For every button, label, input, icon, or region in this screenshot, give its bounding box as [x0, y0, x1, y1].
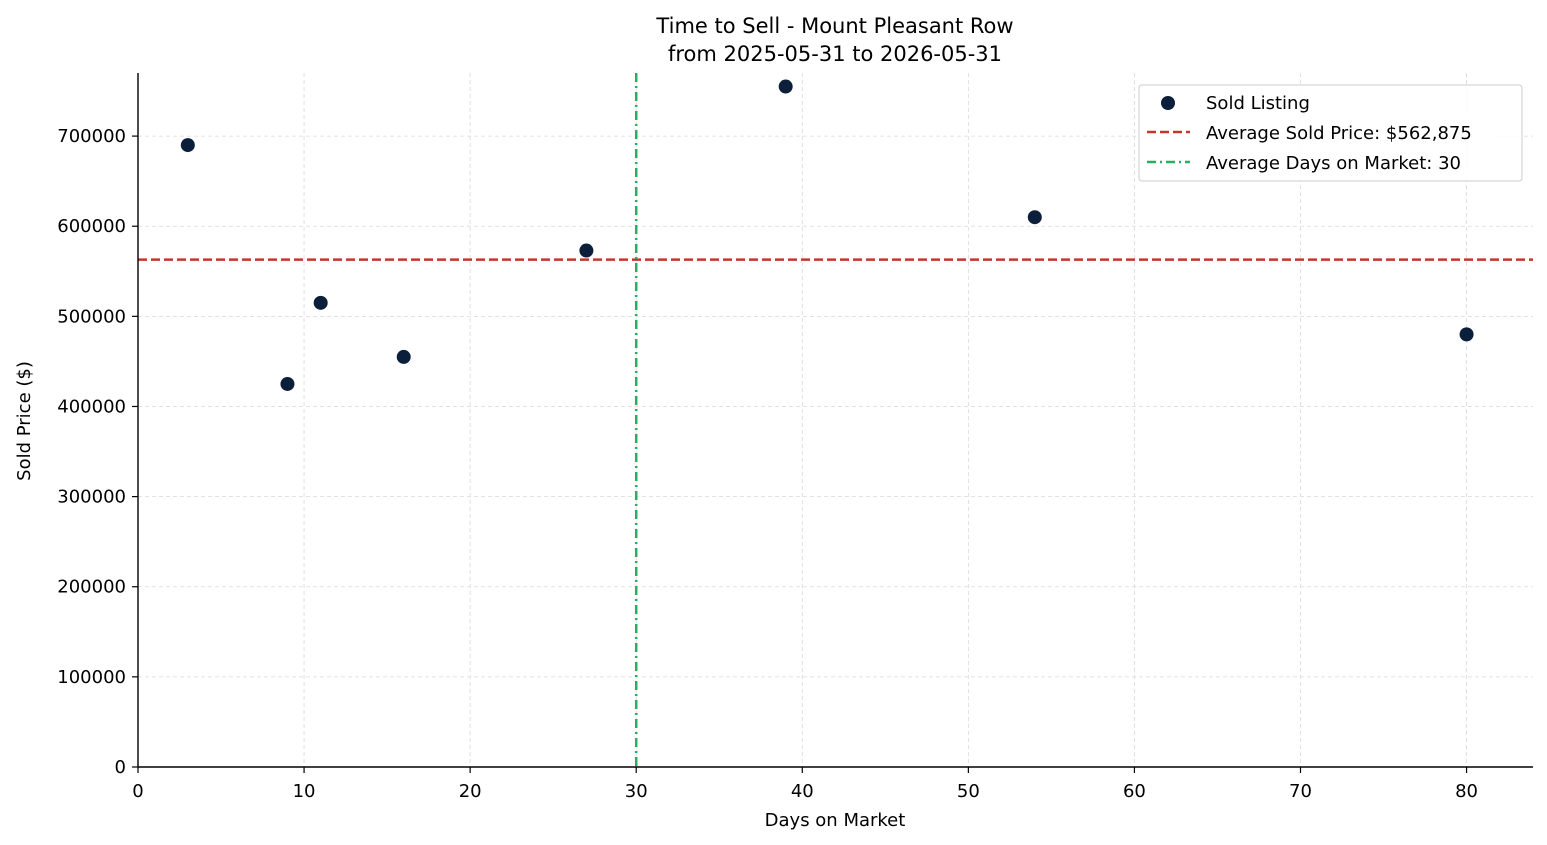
legend-marker-sold-listing	[1161, 96, 1175, 110]
data-point	[1027, 210, 1042, 225]
y-tick-label: 300000	[57, 487, 126, 508]
x-tick-label: 20	[459, 781, 482, 802]
x-tick-label: 80	[1455, 781, 1478, 802]
y-axis-label: Sold Price ($)	[14, 361, 35, 481]
legend-label-sold-listing: Sold Listing	[1206, 93, 1310, 114]
data-point	[313, 295, 328, 310]
reference-lines	[138, 73, 1533, 767]
data-point	[180, 138, 195, 153]
x-tick-label: 30	[625, 781, 648, 802]
data-point	[1459, 327, 1474, 342]
chart-subtitle: from 2025-05-31 to 2026-05-31	[668, 42, 1002, 66]
x-axis-label: Days on Market	[765, 810, 906, 831]
x-tick-label: 50	[957, 781, 980, 802]
tick-labels: 0 10 20 30 40 50 60 70 80 0 100000 200000 300000 4000…	[57, 126, 1478, 802]
x-tick-label: 0	[132, 781, 143, 802]
data-point	[396, 349, 411, 364]
y-tick-label: 400000	[57, 396, 126, 417]
x-tick-label: 70	[1289, 781, 1312, 802]
x-tick-label: 60	[1123, 781, 1146, 802]
y-tick-label: 0	[115, 757, 126, 778]
legend-label-average-price: Average Sold Price: $562,875	[1206, 123, 1472, 144]
y-tick-label: 100000	[57, 667, 126, 688]
data-points	[180, 79, 1474, 391]
y-tick-label: 200000	[57, 577, 126, 598]
x-tick-label: 10	[293, 781, 316, 802]
data-point	[579, 243, 594, 258]
chart-title: Time to Sell - Mount Pleasant Row	[655, 14, 1013, 38]
x-tick-label: 40	[791, 781, 814, 802]
data-point	[280, 376, 295, 391]
y-tick-label: 500000	[57, 306, 126, 327]
legend-label-average-days: Average Days on Market: 30	[1206, 153, 1461, 174]
y-tick-label: 700000	[57, 126, 126, 147]
axes	[132, 73, 1533, 773]
legend-box	[1138, 84, 1523, 182]
legend: Sold Listing Average Sold Price: $562,87…	[1138, 84, 1523, 182]
data-point	[778, 79, 793, 94]
y-tick-label: 600000	[57, 216, 126, 237]
